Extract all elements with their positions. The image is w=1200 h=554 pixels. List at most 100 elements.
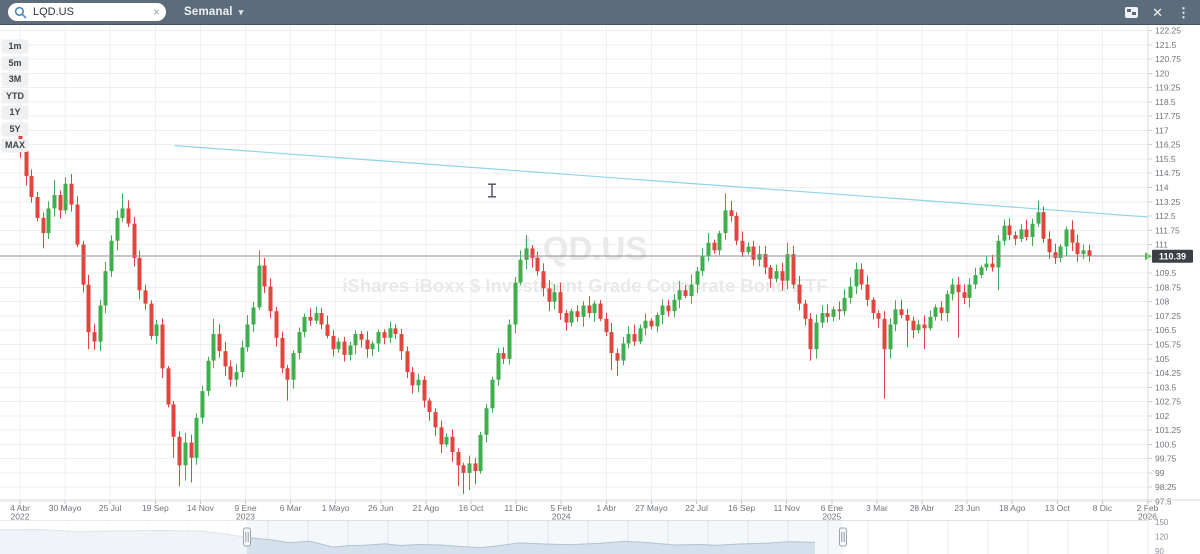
navigator-right-handle[interactable] — [839, 527, 847, 547]
candle — [723, 210, 728, 234]
symbol-search-box[interactable]: × — [8, 3, 166, 21]
candle — [126, 208, 131, 224]
timeframe-dropdown[interactable]: Semanal ▾ — [184, 6, 243, 18]
candle — [189, 442, 194, 458]
candle — [899, 309, 904, 315]
y-axis-label: 97.5 — [1155, 497, 1172, 507]
candle — [251, 307, 256, 325]
candle — [712, 242, 717, 251]
candle — [359, 334, 364, 340]
close-icon[interactable]: ✕ — [1152, 4, 1163, 20]
candle — [1007, 225, 1012, 236]
y-axis-label: 112.5 — [1155, 211, 1176, 221]
candle — [393, 328, 398, 334]
more-menu-icon[interactable]: ⋮ — [1177, 4, 1190, 20]
candle — [621, 343, 626, 361]
x-axis-year-label: 2023 — [236, 512, 255, 522]
range-button-5m[interactable]: 5m — [2, 56, 28, 70]
candle — [871, 299, 876, 314]
candle — [808, 318, 813, 350]
candle — [41, 217, 46, 234]
candle — [103, 271, 108, 306]
candle — [353, 334, 358, 346]
navigator-scale-label: 150 — [1155, 518, 1169, 527]
candle — [490, 379, 495, 409]
candle — [518, 259, 523, 283]
candle — [513, 282, 518, 325]
candle — [541, 271, 546, 289]
candle — [615, 353, 620, 361]
candle — [666, 305, 671, 312]
candle — [507, 324, 512, 359]
range-button-ytd[interactable]: YTD — [2, 89, 28, 103]
candle — [717, 233, 722, 251]
candle — [581, 305, 586, 317]
navigator-selection[interactable] — [247, 520, 843, 554]
candle — [763, 254, 768, 268]
candle — [1019, 229, 1024, 239]
candle — [911, 320, 916, 331]
candle — [825, 313, 830, 317]
range-button-1m[interactable]: 1m — [2, 40, 28, 53]
candle — [325, 324, 330, 336]
candle — [52, 195, 57, 209]
candle — [143, 290, 148, 304]
candle — [984, 263, 989, 268]
candle — [1075, 242, 1080, 255]
x-axis-label: 28 Abr — [910, 503, 935, 513]
candle — [1002, 225, 1007, 241]
candle — [797, 284, 802, 304]
snapshot-icon[interactable] — [1125, 6, 1139, 18]
candle — [888, 324, 893, 350]
y-axis-label: 106.5 — [1155, 325, 1177, 335]
candle — [939, 307, 944, 314]
candle — [473, 463, 478, 471]
y-axis-label: 120.75 — [1155, 54, 1181, 64]
timeframe-label: Semanal — [184, 6, 233, 18]
navigator-mask — [0, 520, 247, 554]
range-button-5y[interactable]: 5Y — [2, 122, 28, 136]
range-button-3m[interactable]: 3M — [2, 73, 28, 86]
y-axis-label: 101.25 — [1155, 425, 1181, 435]
candle — [302, 316, 307, 333]
candle — [501, 353, 506, 359]
y-axis-label: 105 — [1155, 354, 1169, 364]
navigator-left-handle[interactable] — [243, 527, 251, 547]
candle — [166, 368, 171, 405]
candle — [217, 334, 222, 352]
candle — [69, 183, 74, 205]
candle — [649, 320, 654, 327]
candle — [524, 248, 529, 260]
x-axis-label: 4 Abr — [10, 503, 30, 513]
candle — [382, 332, 387, 338]
candle — [1053, 252, 1058, 258]
candle — [132, 223, 137, 258]
range-button-1y[interactable]: 1Y — [2, 106, 28, 119]
candle — [297, 332, 302, 353]
x-axis-label: 19 Sep — [142, 503, 169, 513]
candle — [92, 332, 97, 342]
candle — [592, 303, 597, 314]
x-axis-label: 6 Mar — [280, 503, 302, 513]
candle — [791, 254, 796, 285]
clear-search-icon[interactable]: × — [152, 5, 160, 19]
candle — [854, 269, 859, 287]
candle — [496, 353, 501, 380]
x-axis-label: 26 Jun — [368, 503, 394, 513]
candle — [86, 284, 91, 333]
candle — [160, 324, 165, 369]
candle — [24, 151, 29, 176]
candle — [672, 299, 677, 312]
candle — [729, 210, 734, 216]
candle — [956, 284, 961, 293]
trendline[interactable] — [174, 145, 1148, 218]
candle — [695, 271, 700, 285]
candle — [280, 337, 285, 369]
candle — [1030, 223, 1035, 237]
candle — [211, 334, 216, 361]
range-button-max[interactable]: MAX — [2, 139, 28, 152]
candle — [478, 434, 483, 472]
symbol-search-input[interactable] — [33, 6, 133, 18]
candle — [245, 324, 250, 348]
